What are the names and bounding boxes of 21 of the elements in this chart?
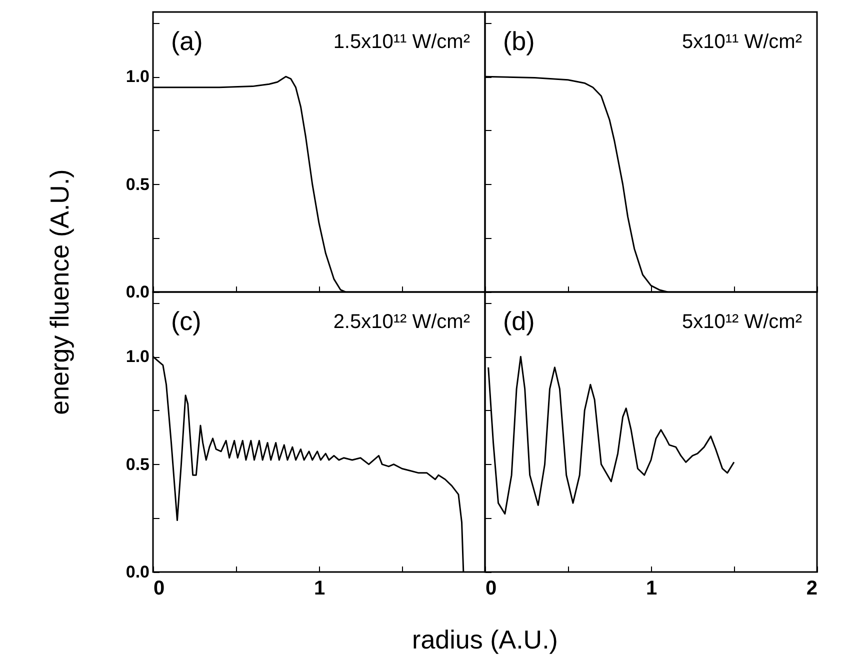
x-axis-title: radius (A.U.) (412, 624, 558, 656)
annotation: (d) (503, 306, 535, 336)
annotation: 5x10¹¹ W/cm² (682, 31, 802, 53)
annotation: (c) (171, 306, 202, 336)
y-axis-title: energy fluence (A.U.) (44, 169, 76, 415)
y-tick-label: 0.5 (126, 454, 150, 474)
y-tick-label: 0.0 (126, 282, 150, 302)
y-tick-label: 0.5 (126, 174, 150, 194)
annotation: 1.5x10¹¹ W/cm² (333, 31, 470, 53)
annotation: 2.5x10¹² W/cm² (333, 311, 470, 333)
y-tick-label: 0.0 (126, 562, 150, 582)
x-tick-label: 0 (154, 578, 165, 600)
x-tick-label: 1 (314, 578, 326, 600)
annotation: (a) (171, 26, 203, 56)
annotation: (b) (503, 26, 535, 56)
annotation: 5x10¹² W/cm² (682, 311, 802, 333)
x-tick-label: 2 (806, 578, 818, 600)
x-tick-label: 1 (646, 578, 658, 600)
y-tick-label: 1.0 (126, 67, 150, 86)
y-tick-label: 1.0 (126, 347, 150, 366)
x-tick-label: 0 (486, 578, 497, 600)
